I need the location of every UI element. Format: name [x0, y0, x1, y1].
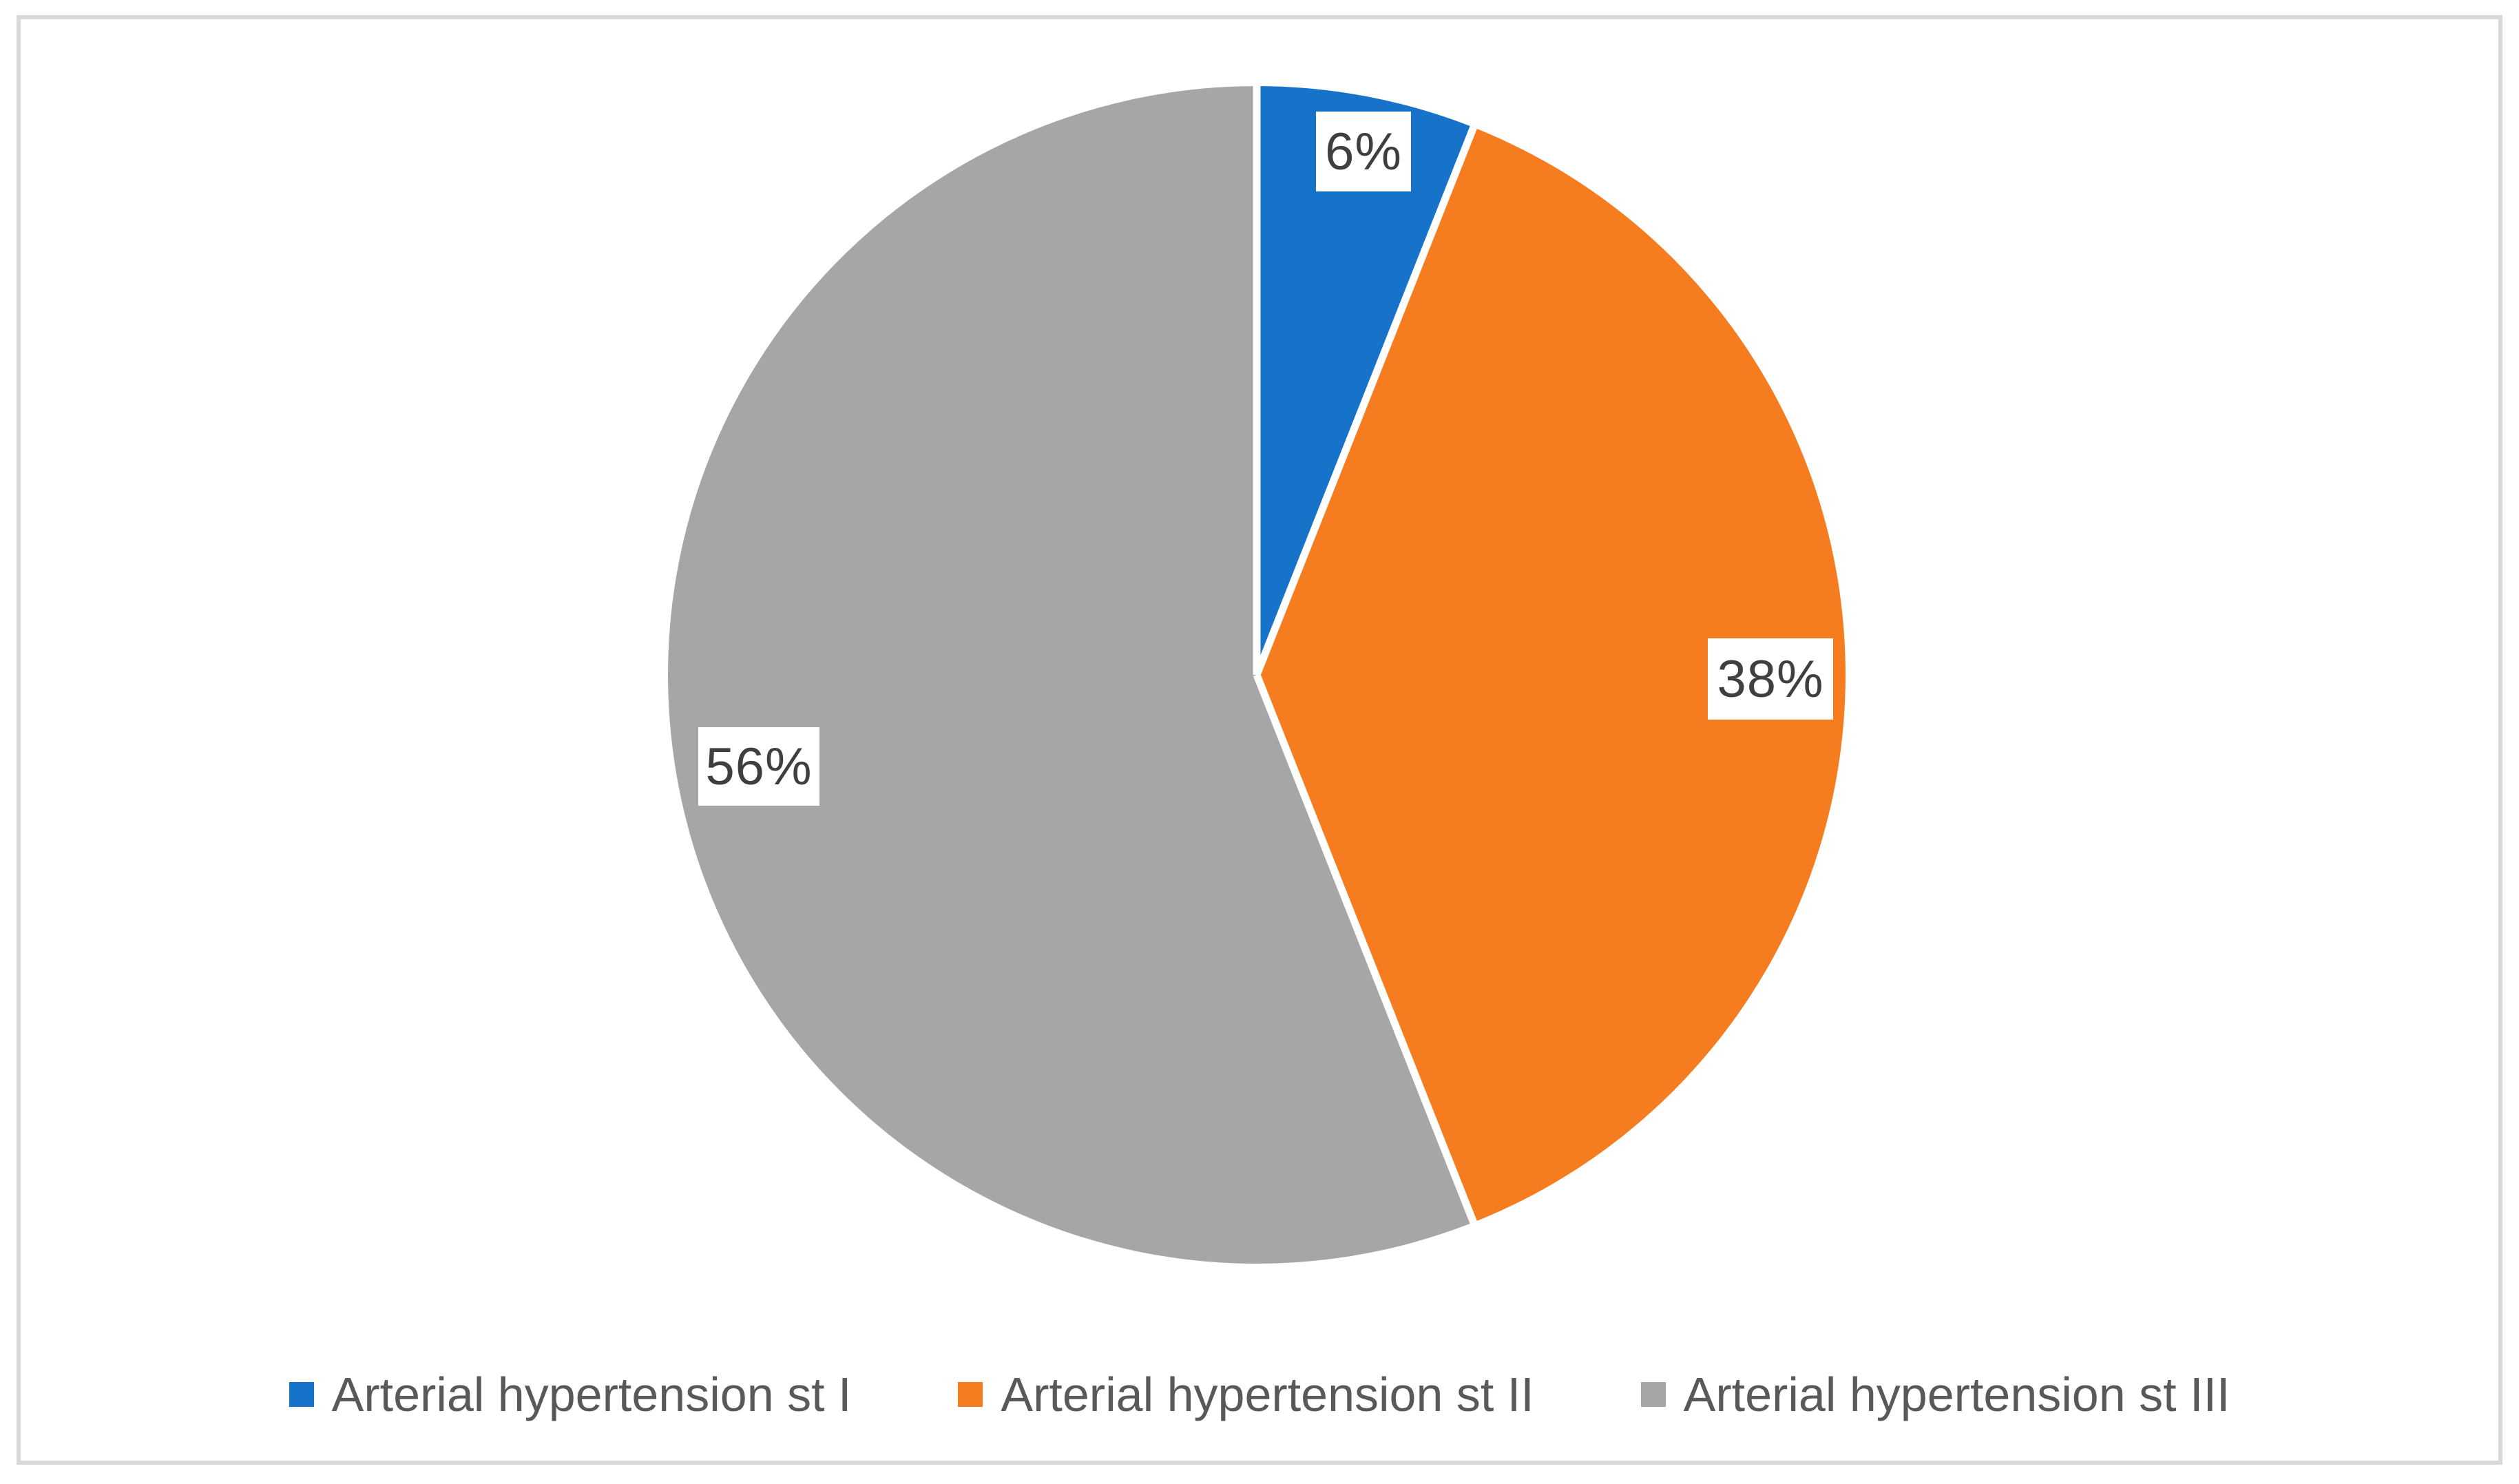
legend-item-st3: Arterial hypertension st III — [1640, 1367, 2230, 1422]
legend-label-st2: Arterial hypertension st II — [1001, 1368, 1534, 1421]
data-label-st1: 6% — [1313, 109, 1414, 194]
pie-slice-3 — [667, 86, 1474, 1264]
slice-separator — [1253, 126, 1477, 677]
figure-frame: 6% 38% 56% Arterial hypertension st I Ar… — [17, 15, 2502, 1465]
legend-swatch-st2-icon — [958, 1382, 983, 1407]
pie-chart — [667, 86, 1846, 1264]
legend-swatch-st1-icon — [289, 1382, 314, 1407]
pie-slice-1 — [1257, 86, 1474, 675]
legend-label-st3: Arterial hypertension st III — [1683, 1368, 2230, 1421]
legend-swatch-st3-icon — [1640, 1382, 1666, 1407]
legend-item-st2: Arterial hypertension st II — [958, 1367, 1534, 1422]
legend-label-st1: Arterial hypertension st I — [331, 1368, 852, 1421]
data-label-st3: 56% — [696, 724, 822, 808]
legend-item-st1: Arterial hypertension st I — [289, 1367, 852, 1422]
slice-separator — [1253, 673, 1477, 1224]
legend: Arterial hypertension st I Arterial hype… — [21, 1363, 2498, 1425]
data-label-st2: 38% — [1705, 636, 1836, 722]
pie-slice-2 — [1257, 127, 1846, 1222]
